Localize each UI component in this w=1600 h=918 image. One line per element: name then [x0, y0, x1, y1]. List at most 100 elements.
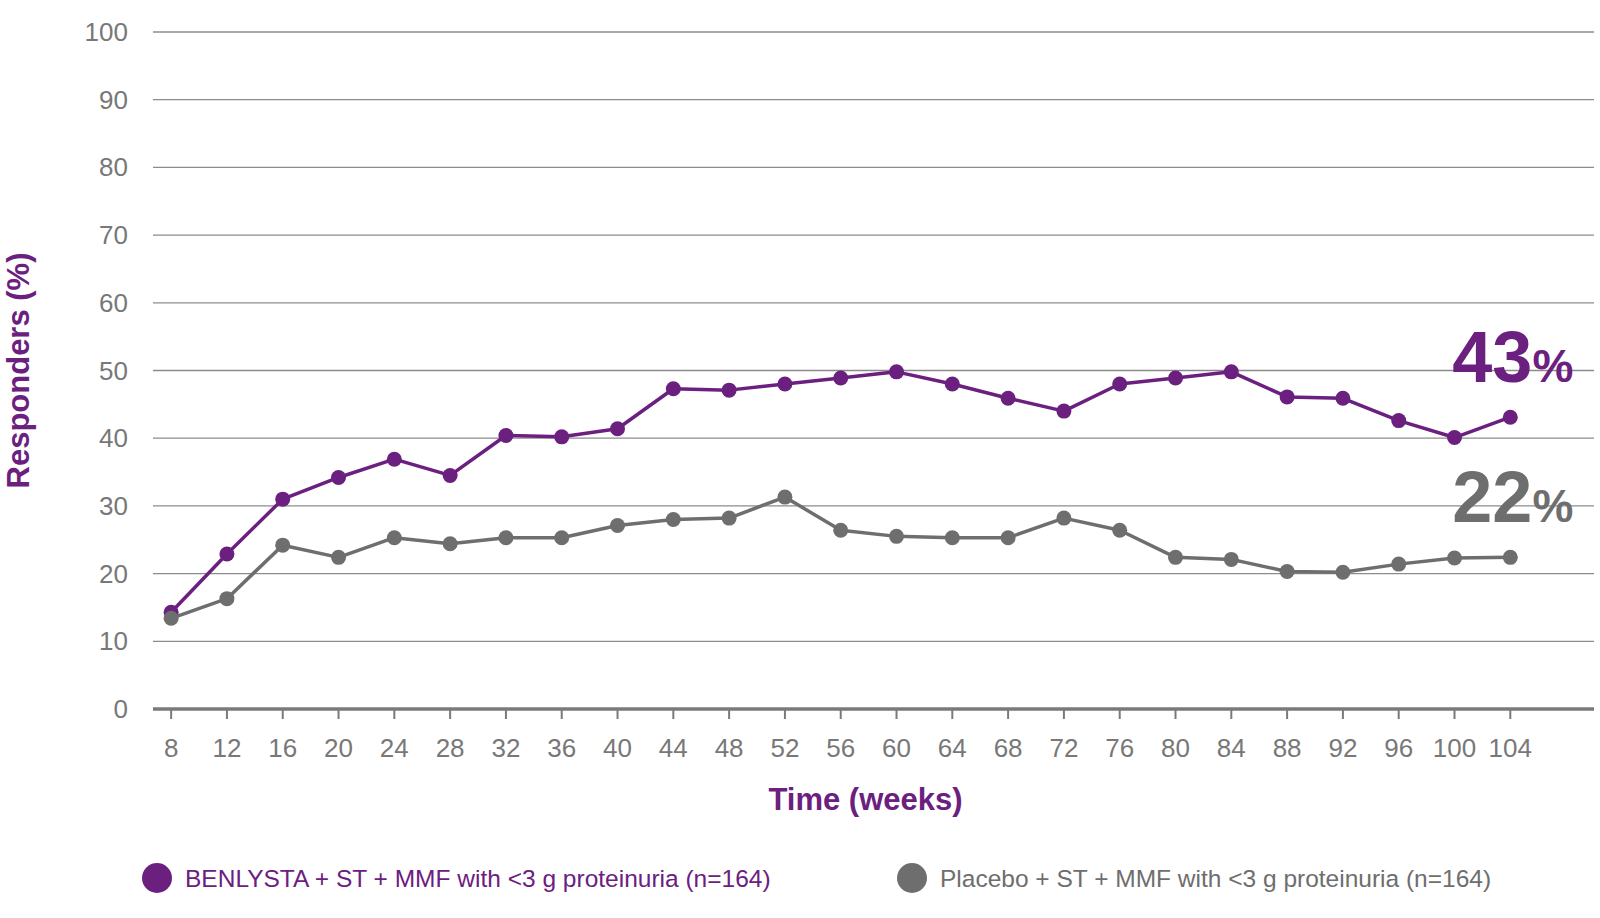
x-tick-label: 48 [715, 733, 744, 763]
data-point [777, 490, 792, 505]
grid-line [153, 31, 1594, 32]
x-tick [784, 709, 786, 719]
x-tick [951, 709, 953, 719]
x-tick-label: 44 [659, 733, 688, 763]
legend-marker [897, 863, 927, 893]
x-tick-label: 52 [770, 733, 799, 763]
grid-line [153, 370, 1594, 371]
x-tick [449, 709, 451, 719]
data-point [1112, 523, 1127, 538]
x-tick [1286, 709, 1288, 719]
x-tick-label: 72 [1049, 733, 1078, 763]
x-tick-label: 64 [938, 733, 967, 763]
x-tick [1063, 709, 1065, 719]
x-tick-label: 88 [1273, 733, 1302, 763]
x-tick-label: 100 [1433, 733, 1476, 763]
grid-line [153, 641, 1594, 642]
x-tick-label: 76 [1105, 733, 1134, 763]
x-tick [1007, 709, 1009, 719]
y-axis-label: Responders (%) [1, 253, 36, 489]
grid-line [153, 302, 1594, 303]
data-point [554, 429, 569, 444]
x-tick-label: 96 [1384, 733, 1413, 763]
y-tick-label: 100 [85, 17, 128, 47]
y-tick-label: 10 [99, 626, 128, 656]
x-tick [728, 709, 730, 719]
x-axis-label: Time (weeks) [768, 782, 962, 817]
x-tick-label: 12 [212, 733, 241, 763]
chart: 0102030405060708090100812162024283236404… [0, 0, 1600, 918]
y-tick-label: 30 [99, 491, 128, 521]
data-point [1056, 404, 1071, 419]
data-point [610, 421, 625, 436]
data-point [722, 511, 737, 526]
data-point [889, 364, 904, 379]
data-point [443, 536, 458, 551]
x-tick [282, 709, 284, 719]
data-point [1112, 377, 1127, 392]
x-tick-label: 36 [547, 733, 576, 763]
data-point [331, 550, 346, 565]
x-tick-label: 56 [826, 733, 855, 763]
data-point [945, 530, 960, 545]
x-tick [1398, 709, 1400, 719]
data-point [1503, 550, 1518, 565]
data-point [833, 370, 848, 385]
x-tick [1342, 709, 1344, 719]
data-point [443, 468, 458, 483]
data-point [1391, 413, 1406, 428]
x-tick-label: 80 [1161, 733, 1190, 763]
data-point [1280, 389, 1295, 404]
x-tick-label: 24 [380, 733, 409, 763]
x-tick-label: 32 [491, 733, 520, 763]
data-point [331, 470, 346, 485]
x-tick [840, 709, 842, 719]
grid [153, 32, 1594, 709]
y-tick-label: 80 [99, 152, 128, 182]
data-point [1224, 364, 1239, 379]
x-tick [505, 709, 507, 719]
x-tick-label: 84 [1217, 733, 1246, 763]
grid-line [153, 167, 1594, 168]
data-point [275, 538, 290, 553]
x-tick-label: 28 [436, 733, 465, 763]
y-tick-label: 20 [99, 559, 128, 589]
x-tick [561, 709, 563, 719]
y-tick-label: 40 [99, 423, 128, 453]
x-tick [1509, 709, 1511, 719]
data-point [1168, 550, 1183, 565]
x-tick [617, 709, 619, 719]
data-point [1447, 430, 1462, 445]
grid-line [153, 573, 1594, 574]
series-line [171, 497, 1510, 618]
x-tick-label: 60 [882, 733, 911, 763]
data-point [554, 530, 569, 545]
x-tick-label: 8 [164, 733, 178, 763]
data-point [1391, 557, 1406, 572]
data-point [1224, 552, 1239, 567]
data-point [1001, 391, 1016, 406]
x-tick-label: 16 [268, 733, 297, 763]
x-tick-label: 68 [994, 733, 1023, 763]
x-tick [226, 709, 228, 719]
legend-label: BENLYSTA + ST + MMF with <3 g proteinuri… [185, 865, 771, 892]
x-tick [338, 709, 340, 719]
data-point [945, 377, 960, 392]
y-tick-label: 60 [99, 288, 128, 318]
x-tick [1119, 709, 1121, 719]
x-tick-label: 20 [324, 733, 353, 763]
x-axis-line [153, 708, 1594, 711]
x-axis [153, 708, 1594, 711]
data-point [498, 530, 513, 545]
x-tick-label: 40 [603, 733, 632, 763]
data-point [889, 529, 904, 544]
data-point [1335, 391, 1350, 406]
data-point [1056, 511, 1071, 526]
grid-line [153, 505, 1594, 506]
data-point [219, 591, 234, 606]
x-tick-label: 104 [1489, 733, 1532, 763]
data-point [387, 452, 402, 467]
grid-line [153, 234, 1594, 235]
data-point [1335, 565, 1350, 580]
end-label: 43% [1452, 317, 1573, 397]
